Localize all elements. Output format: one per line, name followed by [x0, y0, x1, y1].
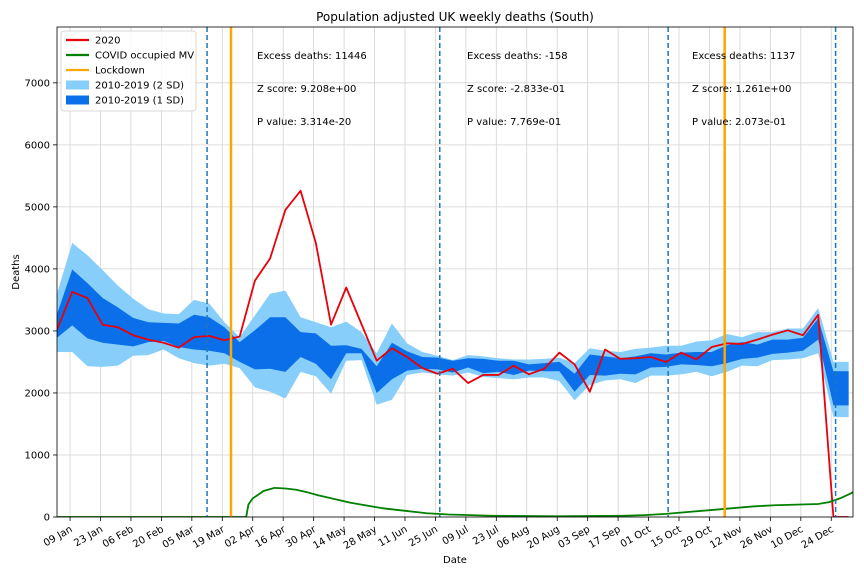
y-tick-label: 2000 — [25, 388, 50, 399]
y-tick-label: 0 — [44, 513, 50, 524]
legend-frame — [60, 30, 197, 112]
annotation-p-value: P value: 7.769e-01 — [467, 117, 561, 128]
legend-label: COVID occupied MV — [95, 51, 194, 62]
series-layer — [57, 27, 853, 517]
annotation-p-value: P value: 3.314e-20 — [257, 117, 351, 128]
legend-label: Lockdown — [95, 66, 145, 77]
legend: 2020 COVID occupied MV Lockdown 2010-2019 (… — [60, 30, 197, 112]
legend-label: 2010-2019 (1 SD) — [95, 96, 184, 107]
annotation-p-value: P value: 2.073e-01 — [692, 117, 786, 128]
annotation-z-score: Z score: 9.208e+00 — [257, 84, 356, 95]
y-axis-title: Deaths — [11, 254, 22, 289]
annotation-excess: Excess deaths: 1137 — [692, 51, 795, 62]
y-tick-label: 3000 — [25, 326, 50, 337]
x-axis-title: Date — [443, 555, 467, 566]
y-tick-label: 5000 — [25, 202, 50, 213]
axes-frame — [56, 26, 854, 518]
y-tick-label: 4000 — [25, 264, 50, 275]
legend-label: 2010-2019 (2 SD) — [95, 81, 184, 92]
legend-label: 2020 — [95, 36, 120, 47]
annotation-z-score: Z score: 1.261e+00 — [692, 84, 791, 95]
legend-swatch — [66, 80, 89, 90]
annotation-z-score: Z score: -2.833e-01 — [467, 84, 565, 95]
series-2020-line — [57, 189, 849, 517]
y-tick-label: 7000 — [25, 78, 50, 89]
annotation-excess: Excess deaths: -158 — [467, 51, 568, 62]
y-tick-label: 1000 — [25, 450, 50, 461]
covid-mv-line — [57, 486, 853, 517]
chart-title: Population adjusted UK weekly deaths (So… — [316, 10, 594, 24]
y-tick-label: 6000 — [25, 140, 50, 151]
band-2sd — [57, 242, 849, 418]
legend-swatch — [66, 95, 89, 105]
annotation-excess: Excess deaths: 11446 — [257, 51, 367, 62]
